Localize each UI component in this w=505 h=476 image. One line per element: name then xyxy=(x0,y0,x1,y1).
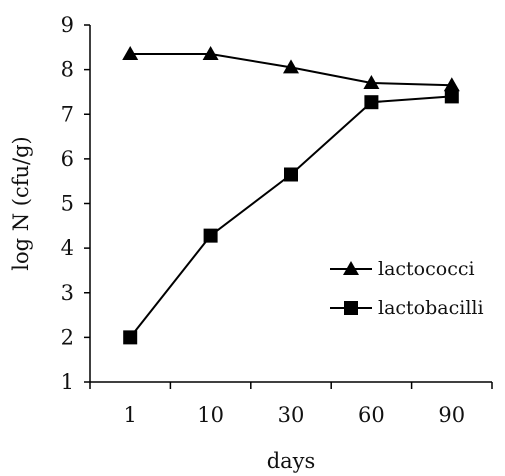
square-marker-icon xyxy=(344,301,358,315)
x-tick-label: 1 xyxy=(124,403,137,427)
lactococci-point xyxy=(283,59,299,74)
y-axis-title: log N (cfu/g) xyxy=(9,136,33,271)
legend-item-lactococci: lactococci xyxy=(330,258,475,280)
x-tick-label: 60 xyxy=(358,403,385,427)
series-group xyxy=(122,46,460,345)
legend-label: lactococci xyxy=(378,258,475,280)
series-lactococci xyxy=(122,46,460,92)
y-tick-label: 7 xyxy=(61,102,74,126)
x-tick-label: 30 xyxy=(278,403,305,427)
y-tick-label: 2 xyxy=(61,325,74,349)
lactobacilli-point xyxy=(203,228,218,243)
lactobacilli-point xyxy=(444,89,459,104)
legend-label: lactobacilli xyxy=(378,297,484,319)
lactococci-point xyxy=(122,46,139,61)
y-tick-label: 5 xyxy=(61,192,74,216)
lactobacilli-point xyxy=(284,167,298,182)
legend-item-lactobacilli: lactobacilli xyxy=(330,297,484,319)
lactococci-point xyxy=(363,75,380,90)
y-tick-label: 4 xyxy=(61,236,74,260)
x-tick-label: 90 xyxy=(438,403,465,427)
lactococci-point xyxy=(443,77,460,92)
x-axis-title: days xyxy=(267,449,316,473)
axes xyxy=(89,25,492,383)
y-tick-label: 8 xyxy=(61,58,74,82)
y-tick-label: 1 xyxy=(61,370,74,394)
series-lactobacilli xyxy=(123,89,459,345)
lactococci-point xyxy=(202,46,219,61)
lactobacilli-point xyxy=(123,330,138,345)
y-tick-label: 6 xyxy=(61,147,74,171)
triangle-marker-icon xyxy=(343,261,359,275)
legend: lactococci lactobacilli xyxy=(330,258,484,319)
y-tick-label: 3 xyxy=(61,281,74,305)
y-tick-label: 9 xyxy=(61,13,74,37)
lactobacilli-point xyxy=(364,95,379,110)
axis-ticks: 1 2 3 4 5 6 7 8 9 1 10 30 60 90 xyxy=(61,13,493,427)
x-tick-label: 10 xyxy=(197,403,224,427)
